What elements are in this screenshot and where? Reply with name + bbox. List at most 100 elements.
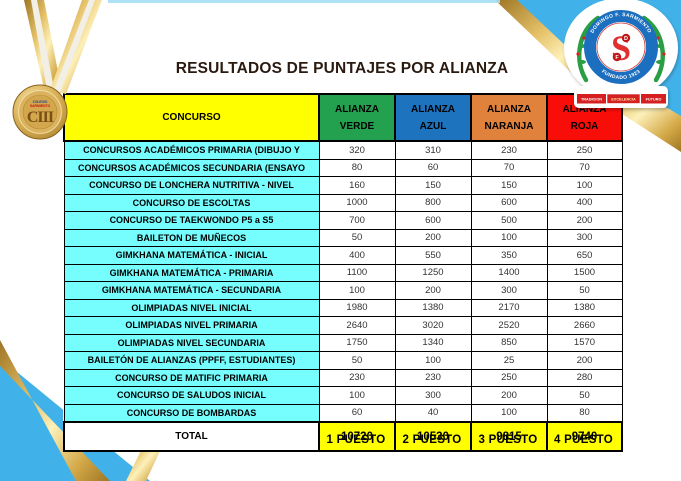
score-cell: 200: [546, 351, 623, 370]
table-row: CONCURSO DE MATIFIC PRIMARIA 230 230 250 280: [63, 368, 623, 387]
score-cell: 40: [394, 403, 472, 423]
logo-letter-d-badge: [621, 33, 631, 43]
concurso-cell: GIMKHANA MATEMÁTICA - PRIMARIA: [63, 263, 320, 282]
puesto-row: 1 PUESTO 2 PUESTO 3 PUESTO 4 PUESTO: [63, 431, 621, 449]
score-cell: 230: [318, 368, 396, 387]
score-cell: 300: [394, 386, 472, 405]
alliance-header-line1: ALIANZA: [411, 103, 455, 115]
total-score-cell: 10720: [318, 421, 396, 452]
score-cell: 500: [470, 211, 548, 230]
score-cell: 50: [546, 281, 623, 300]
score-cell: 1500: [546, 263, 623, 282]
score-cell: 70: [546, 158, 623, 177]
concurso-cell: OLIMPIADAS NIVEL SECUNDARIA: [63, 333, 320, 352]
score-cell: 60: [394, 158, 472, 177]
concurso-cell: OLIMPIADAS NIVEL INICIAL: [63, 298, 320, 317]
table-row: CONCURSOS ACADÉMICOS SECUNDARIA (ENSAYO 8…: [63, 158, 623, 177]
score-cell: 50: [546, 386, 623, 405]
score-cell: 2640: [318, 316, 396, 335]
table-row: BAILETÓN DE ALIANZAS (PPFF, ESTUDIANTES)…: [63, 351, 623, 370]
medal-monogram: CIII: [27, 109, 54, 126]
score-cell: 70: [470, 158, 548, 177]
score-cell: 200: [394, 281, 472, 300]
score-cell: 100: [318, 281, 396, 300]
alliance-header-azul: ALIANZA AZUL: [394, 93, 472, 142]
concurso-cell: CONCURSO DE SALUDOS INICIAL: [63, 386, 320, 405]
score-cell: 150: [394, 176, 472, 195]
score-cell: 300: [470, 281, 548, 300]
medal-disc: COLEGIO SARMIENTO CIII: [12, 84, 68, 140]
score-cell: 280: [546, 368, 623, 387]
svg-text:DOMINGO F. SARMIENTO: DOMINGO F. SARMIENTO: [590, 12, 653, 34]
concurso-cell: CONCURSO DE BOMBARDAS: [63, 403, 320, 423]
score-cell: 1380: [394, 298, 472, 317]
score-cell: 80: [318, 158, 396, 177]
gold-ribbon: [495, 0, 618, 102]
concurso-cell: CONCURSOS ACADÉMICOS PRIMARIA (DIBUJO Y: [63, 140, 320, 160]
table-row: CONCURSO DE BOMBARDAS 60 40 100 80: [63, 403, 623, 423]
score-cell: 400: [546, 193, 623, 212]
score-cell: 320: [318, 140, 396, 160]
score-cell: 3020: [394, 316, 472, 335]
score-cell: 50: [318, 351, 396, 370]
score-cell: 300: [546, 228, 623, 247]
score-cell: 1980: [318, 298, 396, 317]
score-cell: 160: [318, 176, 396, 195]
concurso-cell: CONCURSO DE LONCHERA NUTRITIVA - NIVEL: [63, 176, 320, 195]
score-cell: 80: [546, 403, 623, 423]
alliance-header-line1: ALIANZA: [335, 103, 379, 115]
score-cell: 1380: [546, 298, 623, 317]
header-row: CONCURSO ALIANZA VERDE ALIANZA AZUL ALIANZA N…: [63, 93, 623, 142]
concurso-cell: GIMKHANA MATEMÁTICA - SECUNDARIA: [63, 281, 320, 300]
table-row: OLIMPIADAS NIVEL SECUNDARIA 1750 1340 850 15…: [63, 333, 623, 352]
results-table: CONCURSO ALIANZA VERDE ALIANZA AZUL ALIANZA N…: [63, 93, 623, 452]
score-cell: 250: [546, 140, 623, 160]
score-cell: 250: [470, 368, 548, 387]
score-cell: 2170: [470, 298, 548, 317]
logo-banner-word-3: FUTURO: [646, 98, 662, 102]
total-score-cell: 10530: [394, 421, 472, 452]
table-row: OLIMPIADAS NIVEL PRIMARIA 2640 3020 2520 266…: [63, 316, 623, 335]
score-cell: 600: [394, 211, 472, 230]
logo-white-blob: [564, 0, 678, 108]
score-cell: 850: [470, 333, 548, 352]
logo-ring-top-text: DOMINGO F. SARMIENTO: [590, 12, 652, 34]
score-cell: 50: [318, 228, 396, 247]
logo-berries: [576, 36, 666, 56]
score-cell: 310: [394, 140, 472, 160]
top-blue-strip: [108, 0, 500, 3]
score-cell: 1250: [394, 263, 472, 282]
score-cell: 100: [394, 351, 472, 370]
table-row: GIMKHANA MATEMÁTICA - PRIMARIA 1100 1250 14…: [63, 263, 623, 282]
score-cell: 2660: [546, 316, 623, 335]
score-cell: 200: [394, 228, 472, 247]
score-cell: 600: [470, 193, 548, 212]
total-row: TOTAL 10720 10530 9815 9740: [63, 421, 623, 452]
score-cell: 150: [470, 176, 548, 195]
score-cell: 1750: [318, 333, 396, 352]
alliance-header-verde: ALIANZA VERDE: [318, 93, 396, 142]
score-cell: 1000: [318, 193, 396, 212]
score-cell: 100: [470, 403, 548, 423]
score-cell: 100: [546, 176, 623, 195]
concurso-cell: CONCURSOS ACADÉMICOS SECUNDARIA (ENSAYO: [63, 158, 320, 177]
table-row: CONCURSO DE SALUDOS INICIAL 100 300 200 50: [63, 386, 623, 405]
score-cell: 2520: [470, 316, 548, 335]
score-cell: 200: [470, 386, 548, 405]
score-cell: 1400: [470, 263, 548, 282]
concurso-cell: CONCURSO DE MATIFIC PRIMARIA: [63, 368, 320, 387]
score-cell: 800: [394, 193, 472, 212]
score-cell: 1100: [318, 263, 396, 282]
concurso-cell: CONCURSO DE TAEKWONDO P5 a S5: [63, 211, 320, 230]
alliance-header-naranja: ALIANZA NARANJA: [470, 93, 548, 142]
table-row: CONCURSO DE LONCHERA NUTRITIVA - NIVEL 16…: [63, 176, 623, 195]
puesto-label-3: 3 PUESTO: [478, 434, 538, 446]
score-cell: 1570: [546, 333, 623, 352]
alliance-header-line2: ROJA: [570, 120, 599, 132]
score-cell: 100: [470, 228, 548, 247]
score-cell: 700: [318, 211, 396, 230]
table-row: BAILETON DE MUÑECOS 50 200 100 300: [63, 228, 623, 247]
alliance-header-line1: ALIANZA: [562, 103, 607, 115]
alliance-header-line1: ALIANZA: [487, 103, 531, 115]
